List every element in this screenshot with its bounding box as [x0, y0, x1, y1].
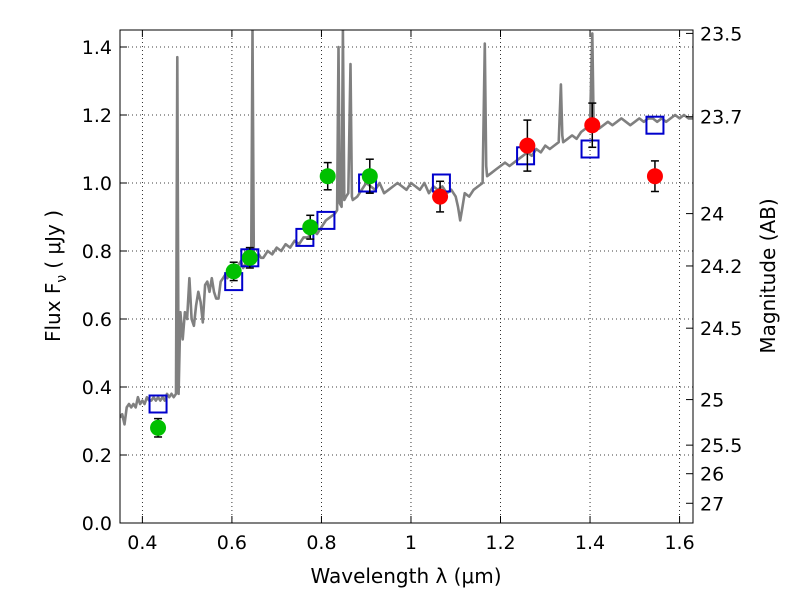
observed-point	[646, 168, 663, 185]
y2-tick-label: 25	[700, 390, 724, 412]
model-point	[316, 210, 336, 230]
y2-tick-label: 24.5	[700, 318, 742, 340]
y-tick-label: 1.4	[82, 37, 112, 59]
y-axis-label-unit: ( μJy )	[41, 210, 65, 269]
y-tick-label: 0.2	[82, 445, 112, 467]
y2-axis-label: Magnitude (AB)	[756, 198, 780, 353]
observed-point	[150, 419, 167, 436]
y-tick-label: 0.0	[82, 513, 112, 535]
observed-point	[319, 168, 336, 185]
grid	[120, 30, 693, 524]
y-tick-label: 0.8	[82, 241, 112, 263]
y2-tick-label: 27	[700, 493, 724, 515]
y-axis-label-main: Flux F	[41, 283, 65, 342]
y2-tick-label: 23.5	[700, 23, 742, 45]
model-point	[148, 394, 168, 414]
y-tick-label: 1.0	[82, 173, 112, 195]
y-tick-label: 1.2	[82, 105, 112, 127]
x-tick-label: 0.6	[217, 532, 247, 554]
y2-tick-label: 24	[700, 204, 724, 226]
plot-area	[120, 30, 693, 438]
observed-point	[241, 249, 258, 266]
spectrum-line	[120, 30, 693, 426]
y-tick-label: 0.6	[82, 309, 112, 331]
x-tick-label: 0.4	[127, 532, 157, 554]
x-axis-label: Wavelength λ (μm)	[310, 564, 501, 588]
x-tick-label: 1.6	[664, 532, 694, 554]
y2-tick-label: 25.5	[700, 435, 742, 457]
x-tick-label: 1	[405, 532, 417, 554]
x-tick-label: 1.2	[485, 532, 515, 554]
plot-frame	[119, 29, 694, 524]
x-tick-label: 1.4	[575, 532, 605, 554]
y2-tick-label: 24.2	[700, 256, 742, 278]
y-axis-label-subscript: ν	[54, 275, 70, 283]
observed-point	[302, 219, 319, 236]
model-point	[645, 115, 665, 135]
observed-point	[361, 168, 378, 185]
model-point	[580, 139, 600, 159]
y-axis-label: Flux Fν ( μJy )	[41, 210, 70, 342]
observed-point	[519, 137, 536, 154]
axes: 0.4 0.6 0.8 1 1.2 1.4 1.6 0.0 0.2 0.4 0.6 0.8 1.0 1.2…	[82, 23, 743, 554]
observed-point	[584, 117, 601, 134]
y-tick-label: 0.4	[82, 377, 112, 399]
y2-tick-label: 23.7	[700, 107, 742, 129]
observed-point	[432, 188, 449, 205]
y2-tick-label: 26	[700, 464, 724, 486]
x-tick-label: 0.8	[306, 532, 336, 554]
observed-point	[225, 263, 242, 280]
